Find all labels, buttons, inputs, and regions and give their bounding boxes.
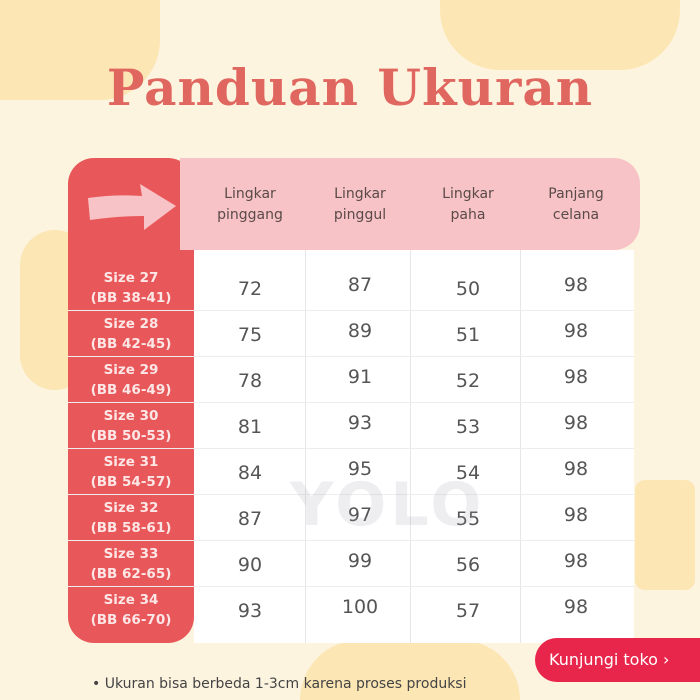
size-table (194, 250, 634, 643)
size-label: Size 34 (BB 66-70) (68, 590, 194, 630)
size-column (68, 158, 194, 643)
bg-blob (635, 480, 695, 590)
table-cell: 98 (563, 366, 589, 388)
row-divider (68, 494, 634, 495)
table-cell: 57 (455, 600, 481, 622)
size-name: Size 30 (103, 408, 159, 424)
table-cell: 87 (237, 508, 263, 530)
table-cell: 95 (347, 458, 373, 480)
size-name: Size 32 (103, 500, 159, 516)
row-divider (68, 540, 634, 541)
table-cell: 98 (563, 412, 589, 434)
row-divider (68, 310, 634, 311)
table-cell: 93 (237, 600, 263, 622)
table-cell: 98 (563, 274, 589, 296)
size-name: Size 27 (103, 270, 159, 286)
table-cell: 87 (347, 274, 373, 296)
column-divider (305, 250, 306, 643)
note-text: • Ukuran bisa berbeda 1-3cm karena prose… (92, 676, 467, 692)
weight-range: (BB 42-45) (90, 336, 172, 352)
column-header: Lingkar pinggul (333, 186, 387, 223)
bg-blob (0, 0, 160, 100)
table-cell: 98 (563, 458, 589, 480)
column-divider (410, 250, 411, 643)
table-cell: 72 (237, 278, 263, 300)
table-cell: 81 (237, 416, 263, 438)
size-label: Size 33 (BB 62-65) (68, 544, 194, 584)
table-cell: 99 (347, 550, 373, 572)
table-cell: 90 (237, 554, 263, 576)
column-header: Panjang celana (548, 186, 604, 223)
weight-range: (BB 58-61) (90, 520, 172, 536)
table-cell: 93 (347, 412, 373, 434)
weight-range: (BB 62-65) (90, 566, 172, 582)
table-cell: 98 (563, 320, 589, 342)
table-cell: 98 (563, 504, 589, 526)
table-cell: 53 (455, 416, 481, 438)
column-header: Lingkar pinggang (217, 186, 283, 223)
size-label: Size 29 (BB 46-49) (68, 360, 194, 400)
table-cell: 84 (237, 462, 263, 484)
size-label: Size 30 (BB 50-53) (68, 406, 194, 446)
page-title: Panduan Ukuran (106, 58, 594, 117)
size-name: Size 28 (103, 316, 159, 332)
row-divider (68, 586, 634, 587)
table-cell: 98 (563, 596, 589, 618)
bg-blob (440, 0, 680, 70)
size-label: Size 27 (BB 38-41) (68, 268, 194, 308)
table-cell: 75 (237, 324, 263, 346)
table-cell: 55 (455, 508, 481, 530)
size-name: Size 33 (103, 546, 159, 562)
table-cell: 54 (455, 462, 481, 484)
bg-blob (300, 640, 520, 700)
table-cell: 50 (455, 278, 481, 300)
header-row (180, 158, 640, 250)
table-cell: 89 (347, 320, 373, 342)
table-cell: 51 (455, 324, 481, 346)
row-divider (68, 402, 634, 403)
table-cell: 56 (455, 554, 481, 576)
size-name: Size 34 (103, 592, 159, 608)
table-cell: 97 (347, 504, 373, 526)
arrow-right-icon (88, 184, 176, 230)
weight-range: (BB 50-53) (90, 428, 172, 444)
weight-range: (BB 54-57) (90, 474, 172, 490)
watermark-logo: YOLO (290, 470, 486, 540)
weight-range: (BB 66-70) (90, 612, 172, 628)
size-label: Size 28 (BB 42-45) (68, 314, 194, 354)
table-cell: 98 (563, 550, 589, 572)
size-label: Size 31 (BB 54-57) (68, 452, 194, 492)
visit-store-button[interactable]: Kunjungi toko › (535, 638, 700, 682)
table-cell: 52 (455, 370, 481, 392)
size-label: Size 32 (BB 58-61) (68, 498, 194, 538)
weight-range: (BB 46-49) (90, 382, 172, 398)
row-divider (68, 448, 634, 449)
row-divider (68, 356, 634, 357)
table-cell: 91 (347, 366, 373, 388)
table-cell: 78 (237, 370, 263, 392)
column-divider (520, 250, 521, 643)
size-name: Size 31 (103, 454, 159, 470)
weight-range: (BB 38-41) (90, 290, 172, 306)
size-name: Size 29 (103, 362, 159, 378)
table-cell: 100 (341, 596, 379, 618)
column-header: Lingkar paha (442, 186, 494, 223)
